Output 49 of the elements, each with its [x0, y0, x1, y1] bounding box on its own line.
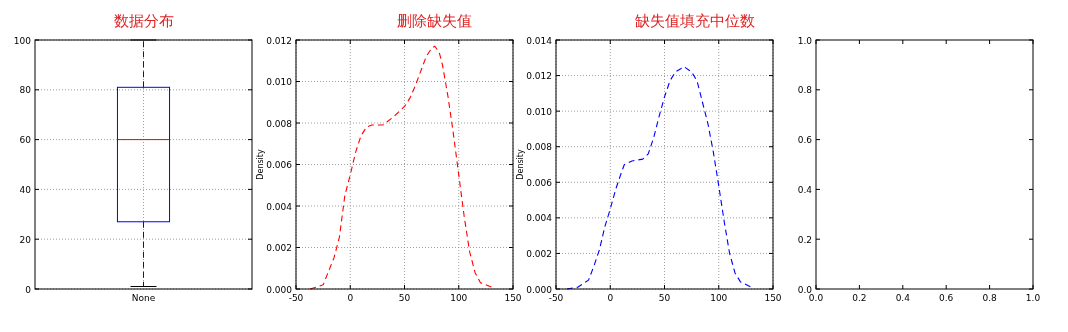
y-tick-label: 20: [19, 234, 32, 245]
y-tick-label: 0.8: [797, 85, 813, 96]
x-tick-label: None: [131, 293, 156, 303]
y-tick-label: 0.012: [266, 35, 292, 46]
x-tick-label: 0: [347, 293, 354, 303]
x-tick-label: 150: [764, 293, 782, 303]
x-tick-label: 150: [504, 293, 522, 303]
y-tick-label: 0.010: [266, 77, 293, 87]
y-tick-label: 0.002: [266, 243, 292, 253]
x-tick-label: 100: [710, 293, 728, 303]
y-tick-label: 100: [13, 35, 32, 46]
y-tick-label: 0.010: [526, 106, 553, 117]
y-tick-label: 0.004: [266, 201, 293, 212]
y-tick-label: 0.000: [526, 284, 553, 295]
x-tick-label: 1.0: [1025, 293, 1041, 303]
x-tick-label: 0.0: [808, 293, 824, 303]
x-tick-label: 50: [658, 293, 671, 303]
chart-title: 删除缺失值: [397, 12, 472, 30]
x-tick-label: 0.6: [939, 293, 954, 303]
y-tick-label: 0.014: [526, 35, 553, 46]
chart-title: 数据分布: [113, 12, 174, 30]
x-tick-label: -50: [548, 293, 564, 303]
y-tick-label: 0.012: [526, 71, 552, 82]
x-tick-label: 50: [398, 293, 411, 303]
y-tick-label: 0.008: [266, 118, 293, 129]
y-tick-label: 0: [25, 284, 32, 295]
chart-title: 缺失值填充中位数: [634, 12, 755, 30]
x-tick-label: 0.4: [895, 293, 911, 303]
y-tick-label: 0.004: [526, 213, 553, 224]
y-axis-title: Density: [256, 149, 265, 180]
y-tick-label: 80: [19, 85, 32, 96]
y-tick-label: 0.006: [266, 160, 293, 170]
y-tick-label: 1.0: [797, 35, 813, 46]
x-tick-label: 0.2: [852, 293, 867, 303]
y-tick-label: 0.0: [797, 284, 813, 295]
y-tick-label: 60: [19, 135, 32, 146]
x-tick-label: 100: [450, 293, 468, 303]
y-tick-label: 0.000: [266, 284, 293, 295]
y-tick-label: 0.008: [526, 142, 553, 153]
y-tick-label: 0.2: [797, 234, 812, 245]
y-tick-label: 40: [19, 184, 32, 195]
y-tick-label: 0.6: [797, 135, 813, 146]
y-tick-label: 0.002: [526, 248, 552, 259]
x-tick-label: 0.8: [982, 293, 998, 303]
x-tick-label: -50: [288, 293, 304, 303]
y-tick-label: 0.006: [526, 177, 553, 188]
y-axis-title: Density: [516, 149, 525, 180]
y-tick-label: 0.4: [797, 184, 813, 195]
x-tick-label: 0: [607, 293, 614, 303]
